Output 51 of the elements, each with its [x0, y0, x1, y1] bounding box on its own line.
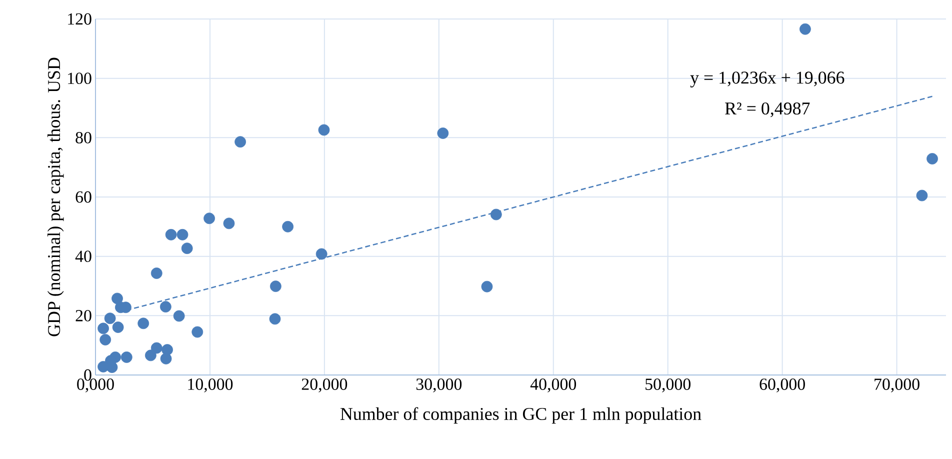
point	[106, 362, 118, 373]
y-tick-label: 0	[84, 369, 92, 381]
point	[112, 292, 123, 304]
point	[150, 268, 162, 279]
point	[160, 352, 172, 364]
point	[270, 280, 282, 292]
point	[173, 310, 185, 322]
point	[282, 220, 294, 232]
point	[481, 280, 493, 292]
point	[234, 136, 246, 148]
y-tick-label: 80	[76, 132, 92, 144]
x-tick-label: 10,000	[188, 378, 233, 392]
annotation: R² = 0,4987	[725, 102, 810, 118]
point	[269, 313, 281, 325]
point	[800, 23, 811, 35]
annotation: y = 1,0236x + 19,066	[690, 72, 844, 88]
y-tick-label: 100	[68, 72, 92, 84]
point	[176, 228, 188, 240]
point	[144, 350, 156, 362]
x-axis-title: Number of companies in GC per 1 mln population	[340, 407, 702, 424]
y-tick-label: 60	[76, 191, 92, 203]
point	[120, 352, 132, 363]
point	[916, 190, 928, 202]
x-tick-label: 40,000	[530, 378, 576, 392]
point	[926, 153, 938, 164]
point	[490, 208, 502, 220]
point	[437, 128, 449, 139]
y-axis-title: GDP (nominal) per capita, thous. USD	[47, 58, 64, 336]
point	[112, 322, 124, 333]
x-tick-label: 60,000	[760, 378, 805, 392]
point	[100, 334, 112, 346]
point	[181, 242, 193, 254]
point	[165, 228, 177, 240]
x-tick-label: 20,000	[302, 378, 348, 392]
point	[160, 301, 172, 312]
x-tick-label: 70,000	[874, 378, 920, 392]
x-tick-label: 0,000	[77, 378, 114, 392]
y-tick-label: 20	[76, 310, 92, 322]
point	[138, 318, 150, 330]
point	[318, 124, 330, 136]
point	[98, 322, 109, 334]
point	[192, 326, 204, 338]
x-tick-label: 50,000	[646, 378, 690, 392]
y-tick-label: 120	[68, 13, 92, 25]
point	[104, 312, 116, 324]
y-tick-label: 40	[75, 250, 92, 262]
point	[316, 248, 328, 260]
x-tick-label: 30,000	[416, 378, 462, 392]
point	[150, 342, 162, 354]
point	[223, 218, 235, 230]
point	[204, 212, 215, 224]
